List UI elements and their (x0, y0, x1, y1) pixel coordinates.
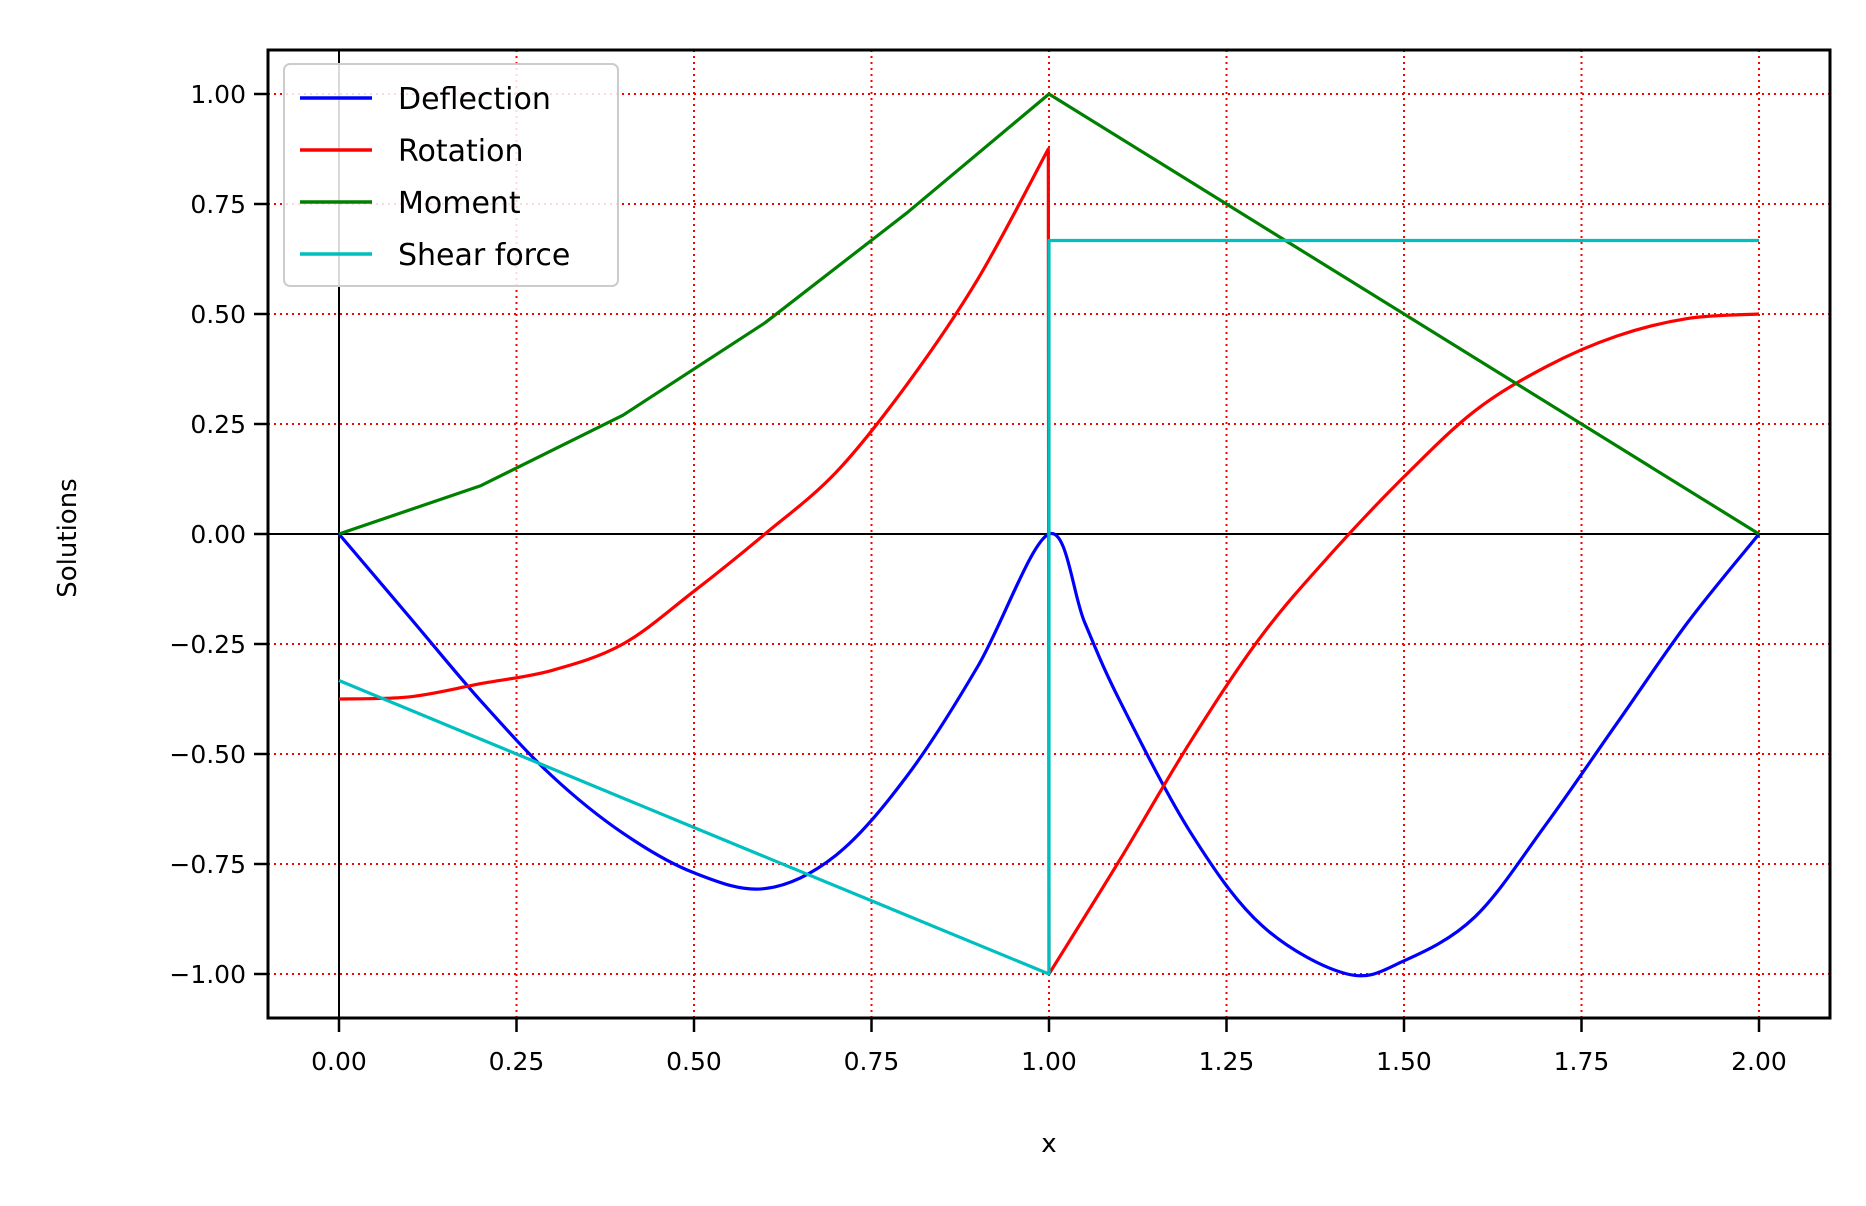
x-axis: 0.00 0.25 0.50 0.75 1.00 1.25 1.50 1.75 2.00 (311, 1018, 1787, 1076)
series-line-deflection (337, 532, 1761, 978)
x-tick-label: 1.75 (1554, 1047, 1610, 1076)
series-line-moment (338, 92, 1760, 536)
x-tick-label: 1.50 (1376, 1047, 1432, 1076)
legend-label-moment: Moment (398, 186, 521, 221)
x-axis-label: x (1041, 1129, 1056, 1159)
legend-box (283, 63, 619, 287)
x-tick-label: 0.00 (311, 1047, 367, 1076)
x-tick-label: 0.25 (489, 1047, 545, 1076)
y-tick-label: 0.25 (190, 410, 246, 439)
series-layer (337, 92, 1761, 978)
y-tick-label: 0.50 (190, 300, 246, 329)
y-axis-label: Solutions (53, 478, 83, 597)
series-line-shear-force (338, 238, 1759, 976)
legend-label-shear-force: Shear force (398, 238, 570, 273)
x-tick-label: 1.00 (1021, 1047, 1077, 1076)
y-tick-label: 0.00 (190, 520, 246, 549)
y-tick-label: −1.00 (169, 960, 246, 989)
y-tick-label: 1.00 (190, 80, 246, 109)
x-tick-label: 0.50 (666, 1047, 722, 1076)
x-tick-label: 0.75 (844, 1047, 900, 1076)
x-tick-label: 2.00 (1731, 1047, 1787, 1076)
legend-label-rotation: Rotation (398, 134, 523, 169)
legend: Deflection Rotation Moment Shear force (283, 63, 619, 287)
legend-label-deflection: Deflection (398, 82, 551, 117)
y-tick-label: −0.50 (169, 740, 246, 769)
y-tick-label: −0.75 (169, 850, 246, 879)
y-tick-label: 0.75 (190, 190, 246, 219)
y-tick-label: −0.25 (169, 630, 246, 659)
x-tick-label: 1.25 (1199, 1047, 1255, 1076)
y-axis: 1.00 0.75 0.50 0.25 0.00 −0.25 −0.50 −0.75 −1.00 (169, 80, 268, 989)
